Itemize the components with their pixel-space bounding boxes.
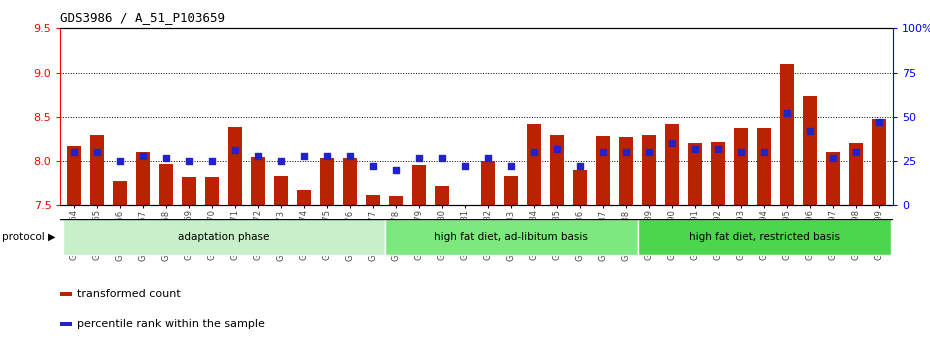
Text: adaptation phase: adaptation phase (178, 232, 270, 242)
Bar (711, 142, 725, 205)
Point (251, 153, 266, 159)
Bar (665, 124, 679, 205)
Bar (385, 219, 638, 255)
Bar (90, 135, 104, 205)
Bar (67, 146, 81, 205)
Point (848, 149, 863, 155)
Bar (688, 143, 702, 205)
Point (458, 164, 472, 169)
Point (67, 149, 82, 155)
Bar (60, 322, 73, 326)
Point (181, 158, 196, 164)
Bar (62, 219, 385, 255)
Point (136, 153, 151, 159)
Text: GDS3986 / A_51_P103659: GDS3986 / A_51_P103659 (60, 11, 225, 24)
Bar (734, 129, 748, 205)
Bar (504, 176, 518, 205)
Point (595, 149, 610, 155)
Point (573, 164, 588, 169)
Bar (366, 195, 380, 205)
Point (113, 158, 127, 164)
Bar (113, 181, 127, 205)
Point (779, 110, 794, 116)
Bar (872, 119, 886, 205)
Point (711, 146, 725, 152)
Point (550, 146, 565, 152)
Point (228, 148, 243, 153)
Bar (596, 136, 610, 205)
Bar (298, 190, 311, 205)
Point (343, 153, 358, 159)
Bar (343, 158, 357, 205)
Point (389, 167, 404, 173)
Bar (481, 161, 495, 205)
Point (412, 155, 427, 160)
Point (665, 141, 680, 146)
Point (687, 146, 702, 152)
Bar (643, 135, 656, 205)
Bar (849, 143, 863, 205)
Point (273, 158, 288, 164)
Bar (780, 64, 794, 205)
Point (481, 155, 496, 160)
Point (297, 153, 312, 159)
Bar (435, 186, 449, 205)
Bar (826, 152, 840, 205)
Text: high fat diet, ad-libitum basis: high fat diet, ad-libitum basis (434, 232, 588, 242)
Point (803, 128, 817, 134)
Point (757, 149, 772, 155)
Bar (228, 127, 242, 205)
Point (90, 149, 105, 155)
Point (205, 158, 219, 164)
Bar (137, 152, 150, 205)
Point (734, 149, 749, 155)
Bar (551, 135, 564, 205)
Bar (638, 219, 891, 255)
Point (365, 164, 380, 169)
Text: ▶: ▶ (48, 232, 56, 242)
Bar (757, 129, 771, 205)
Point (320, 153, 335, 159)
Point (159, 155, 174, 160)
Bar (573, 170, 587, 205)
Text: percentile rank within the sample: percentile rank within the sample (76, 319, 265, 329)
Point (642, 149, 657, 155)
Bar (60, 292, 73, 296)
Bar (159, 164, 173, 205)
Point (618, 149, 633, 155)
Bar (412, 165, 426, 205)
Text: high fat diet, restricted basis: high fat diet, restricted basis (688, 232, 840, 242)
Bar (206, 177, 219, 205)
Point (526, 149, 541, 155)
Bar (320, 159, 334, 205)
Point (504, 164, 519, 169)
Bar (619, 137, 633, 205)
Bar (390, 196, 403, 205)
Point (434, 155, 449, 160)
Bar (527, 124, 541, 205)
Text: protocol: protocol (2, 232, 45, 242)
Bar (274, 176, 288, 205)
Point (826, 155, 841, 160)
Bar (251, 156, 265, 205)
Bar (804, 96, 817, 205)
Point (871, 119, 886, 125)
Bar (182, 177, 196, 205)
Text: transformed count: transformed count (76, 289, 180, 299)
